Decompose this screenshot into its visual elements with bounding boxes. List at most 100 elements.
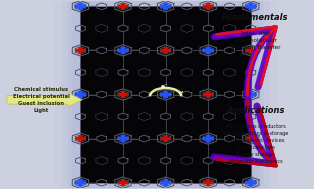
Circle shape xyxy=(167,182,171,184)
Circle shape xyxy=(118,94,122,95)
Circle shape xyxy=(206,140,210,142)
Circle shape xyxy=(249,136,252,138)
Circle shape xyxy=(161,50,164,51)
Circle shape xyxy=(122,50,124,51)
Circle shape xyxy=(207,180,210,182)
Circle shape xyxy=(121,140,125,142)
Circle shape xyxy=(252,50,256,51)
Circle shape xyxy=(203,182,207,184)
Circle shape xyxy=(122,4,125,5)
Circle shape xyxy=(249,139,252,141)
Circle shape xyxy=(249,51,252,53)
Circle shape xyxy=(79,5,82,7)
Circle shape xyxy=(249,179,253,182)
Circle shape xyxy=(164,5,167,7)
Circle shape xyxy=(79,94,82,95)
Circle shape xyxy=(210,5,213,7)
Circle shape xyxy=(249,184,253,186)
Circle shape xyxy=(207,94,209,95)
Circle shape xyxy=(79,48,82,50)
Circle shape xyxy=(78,91,82,93)
Text: e⁻: e⁻ xyxy=(160,84,168,89)
Circle shape xyxy=(246,50,249,51)
Circle shape xyxy=(125,49,129,52)
Circle shape xyxy=(245,5,249,7)
Circle shape xyxy=(250,182,252,184)
Circle shape xyxy=(203,137,206,140)
Circle shape xyxy=(249,96,253,98)
Circle shape xyxy=(164,7,167,10)
Circle shape xyxy=(122,7,125,9)
Circle shape xyxy=(164,51,167,53)
Circle shape xyxy=(122,95,125,97)
Circle shape xyxy=(246,138,249,139)
Circle shape xyxy=(76,138,79,139)
Circle shape xyxy=(122,138,124,139)
Circle shape xyxy=(250,5,252,7)
Circle shape xyxy=(250,138,252,139)
Circle shape xyxy=(249,48,252,50)
Circle shape xyxy=(249,7,253,10)
Circle shape xyxy=(207,4,210,5)
Circle shape xyxy=(207,182,209,184)
FancyBboxPatch shape xyxy=(73,2,259,187)
Circle shape xyxy=(75,182,78,184)
Circle shape xyxy=(160,5,164,7)
Circle shape xyxy=(82,182,86,184)
Circle shape xyxy=(125,182,128,184)
FancyArrowPatch shape xyxy=(217,101,276,166)
Circle shape xyxy=(82,93,86,96)
Circle shape xyxy=(79,51,82,53)
Circle shape xyxy=(164,50,167,51)
FancyArrowPatch shape xyxy=(215,28,275,95)
Circle shape xyxy=(164,139,167,141)
Circle shape xyxy=(203,49,206,52)
Circle shape xyxy=(206,52,210,54)
FancyBboxPatch shape xyxy=(54,0,277,189)
FancyArrowPatch shape xyxy=(215,101,275,165)
Circle shape xyxy=(122,184,125,185)
Circle shape xyxy=(253,5,257,7)
Circle shape xyxy=(253,93,257,96)
Circle shape xyxy=(207,138,209,139)
Circle shape xyxy=(210,94,213,95)
Circle shape xyxy=(167,93,171,96)
Circle shape xyxy=(121,135,125,137)
Circle shape xyxy=(75,5,78,7)
Circle shape xyxy=(78,184,82,186)
Circle shape xyxy=(78,96,82,98)
Circle shape xyxy=(164,182,167,184)
Circle shape xyxy=(164,136,167,138)
FancyArrow shape xyxy=(7,93,82,107)
Circle shape xyxy=(203,5,207,7)
Circle shape xyxy=(207,184,210,185)
Circle shape xyxy=(210,182,213,184)
Circle shape xyxy=(164,91,167,93)
Circle shape xyxy=(203,94,207,95)
Circle shape xyxy=(253,182,257,184)
Circle shape xyxy=(161,138,164,139)
Circle shape xyxy=(122,92,125,94)
Circle shape xyxy=(78,179,82,182)
Circle shape xyxy=(207,50,209,51)
FancyArrowPatch shape xyxy=(217,27,277,95)
Circle shape xyxy=(245,93,249,96)
Circle shape xyxy=(206,47,210,49)
Circle shape xyxy=(164,96,167,98)
Circle shape xyxy=(164,94,167,95)
Circle shape xyxy=(207,95,210,97)
Text: Fundamentals: Fundamentals xyxy=(222,13,289,22)
Circle shape xyxy=(125,5,128,7)
Circle shape xyxy=(160,182,164,184)
FancyArrowPatch shape xyxy=(214,29,274,95)
Circle shape xyxy=(164,138,167,139)
Circle shape xyxy=(125,137,129,140)
Circle shape xyxy=(78,3,82,5)
Circle shape xyxy=(122,182,124,184)
Bar xyxy=(80,6,251,183)
Circle shape xyxy=(117,49,121,52)
Circle shape xyxy=(207,5,209,7)
Circle shape xyxy=(167,138,170,139)
Circle shape xyxy=(249,3,253,5)
Circle shape xyxy=(79,136,82,138)
